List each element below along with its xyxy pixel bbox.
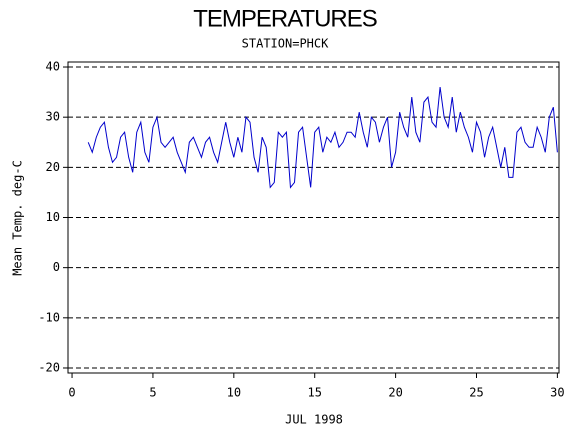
- y-tick-label: -10: [38, 310, 60, 324]
- data-line: [87, 87, 558, 189]
- chart-title: TEMPERATURES: [193, 5, 377, 32]
- x-axis-label: JUL 1998: [285, 413, 343, 427]
- x-tick-label: 15: [307, 386, 321, 400]
- chart-subtitle: STATION=PHCK: [242, 37, 329, 51]
- x-tick-label: 25: [469, 386, 483, 400]
- y-tick-label: 40: [46, 60, 60, 74]
- x-tick-label: 5: [149, 386, 156, 400]
- y-tick-label: 30: [46, 110, 60, 124]
- x-tick-label: 0: [68, 386, 75, 400]
- y-tick-label: -20: [38, 360, 60, 374]
- x-tick-label: 20: [388, 386, 402, 400]
- y-tick-label: 10: [46, 210, 60, 224]
- y-tick-label: 20: [46, 160, 60, 174]
- x-tick-label: 10: [227, 386, 241, 400]
- x-tick-label: 30: [550, 386, 564, 400]
- y-axis-label: Mean Temp. deg-C: [11, 160, 25, 276]
- y-tick-label: 0: [53, 260, 60, 274]
